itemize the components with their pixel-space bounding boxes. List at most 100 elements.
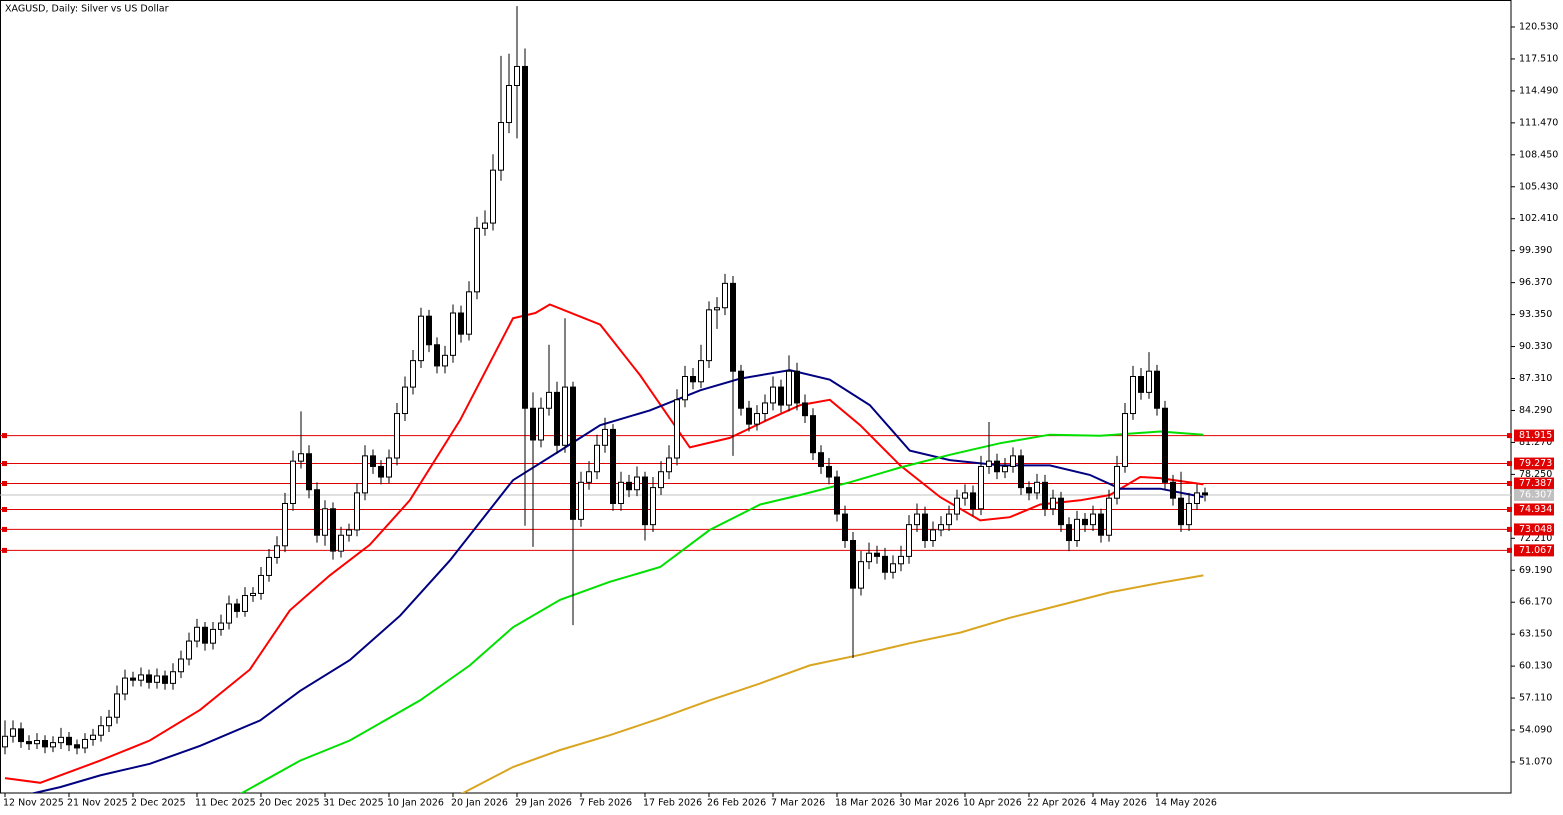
y-tick-label: 66.170 [1519, 597, 1552, 608]
candle-body [1194, 492, 1200, 504]
y-tick-label: 96.370 [1519, 277, 1552, 288]
candle-body [1138, 376, 1144, 393]
chart-title: XAGUSD, Daily: Silver vs US Dollar [5, 4, 169, 15]
candle-body [154, 675, 160, 683]
x-tick-label: 4 May 2026 [1091, 798, 1147, 809]
candle-body [1074, 518, 1080, 542]
candle-body [18, 728, 24, 743]
candle-body [1202, 492, 1208, 496]
level-label: 81.915 [1519, 430, 1552, 441]
level-label: 74.934 [1519, 504, 1552, 515]
candle-body [650, 487, 656, 526]
candle-body [1106, 497, 1112, 536]
candle-body [946, 513, 952, 526]
candle-body [162, 675, 168, 684]
candle-body [258, 574, 264, 594]
y-tick-label: 60.130 [1519, 661, 1552, 672]
candle-body [1010, 455, 1016, 467]
level-label-bg [1514, 544, 1554, 557]
candle-body [754, 413, 760, 425]
y-tick-label: 90.330 [1519, 341, 1552, 352]
candle-body [834, 476, 840, 515]
y-tick-label: 63.150 [1519, 629, 1552, 640]
candle-body [370, 455, 376, 467]
candle-body [1114, 465, 1120, 499]
y-tick-label: 72.210 [1519, 533, 1552, 544]
candle-body [170, 671, 176, 684]
candle-body [146, 674, 152, 683]
candle-body [1002, 465, 1008, 473]
level-marker [2, 506, 7, 512]
candle-body [1018, 455, 1024, 489]
candle-body [1042, 481, 1048, 510]
candle-body [562, 386, 568, 446]
candle-body [346, 529, 352, 536]
y-tick-label: 93.350 [1519, 309, 1552, 320]
candle-body [242, 595, 248, 612]
candle-body [986, 460, 992, 467]
candle-body [746, 407, 752, 425]
level-marker [1507, 481, 1512, 487]
candle-body [138, 674, 144, 681]
x-tick-label: 7 Feb 2026 [579, 798, 632, 809]
candle-body [330, 508, 336, 552]
y-tick-label: 69.190 [1519, 565, 1552, 576]
candle-body [570, 386, 576, 520]
x-tick-label: 14 May 2026 [1155, 798, 1217, 809]
candle-body [610, 428, 616, 504]
candle-body [1186, 502, 1192, 526]
candle-body [794, 370, 800, 404]
level-marker [2, 481, 7, 487]
candle-body [90, 734, 96, 740]
candle-body [1178, 497, 1184, 526]
y-tick-label: 105.430 [1519, 181, 1558, 192]
moving-average [30, 369, 1204, 793]
level-label: 77.387 [1519, 478, 1552, 489]
candle-body [818, 452, 824, 467]
y-tick-label: 114.490 [1519, 85, 1558, 96]
candle-body [58, 736, 64, 744]
x-tick-label: 11 Dec 2025 [195, 798, 256, 809]
candle-body [362, 455, 368, 494]
candle-body [218, 622, 224, 630]
candle-body [546, 391, 552, 409]
candle-body [970, 492, 976, 510]
current-price-label: 76.307 [1519, 489, 1552, 500]
candle-body [426, 315, 432, 346]
y-tick-label: 120.530 [1519, 21, 1558, 32]
candle-body [186, 640, 192, 660]
candle-body [1050, 497, 1056, 510]
candle-body [314, 489, 320, 536]
candle-body [626, 481, 632, 491]
candle-body [1058, 497, 1064, 526]
candle-body [466, 291, 472, 335]
candle-body [298, 453, 304, 462]
x-tick-label: 10 Apr 2026 [963, 798, 1022, 809]
candle-body [538, 407, 544, 441]
candle-body [322, 508, 328, 536]
plot-frame [0, 0, 1512, 794]
x-tick-label: 7 Mar 2026 [771, 798, 825, 809]
y-tick-label: 81.270 [1519, 437, 1552, 448]
y-tick-label: 99.390 [1519, 245, 1552, 256]
level-marker [2, 526, 7, 532]
candle-body [826, 465, 832, 478]
candle-body [786, 370, 792, 406]
candle-body [50, 742, 56, 748]
candle-body [1034, 481, 1040, 494]
y-tick-label: 117.510 [1519, 53, 1558, 64]
candle-body [2, 735, 8, 748]
candle-body [210, 628, 216, 644]
candle-body [266, 556, 272, 576]
candle-body [618, 481, 624, 504]
level-label-bg [1514, 429, 1554, 442]
candle-body [394, 413, 400, 459]
candle-body [474, 227, 480, 293]
moving-average [460, 574, 1204, 793]
candle-body [130, 677, 136, 681]
x-tick-label: 10 Jan 2026 [387, 798, 444, 809]
candle-body [954, 497, 960, 515]
level-label-bg [1514, 503, 1554, 516]
level-label-bg [1514, 477, 1554, 490]
